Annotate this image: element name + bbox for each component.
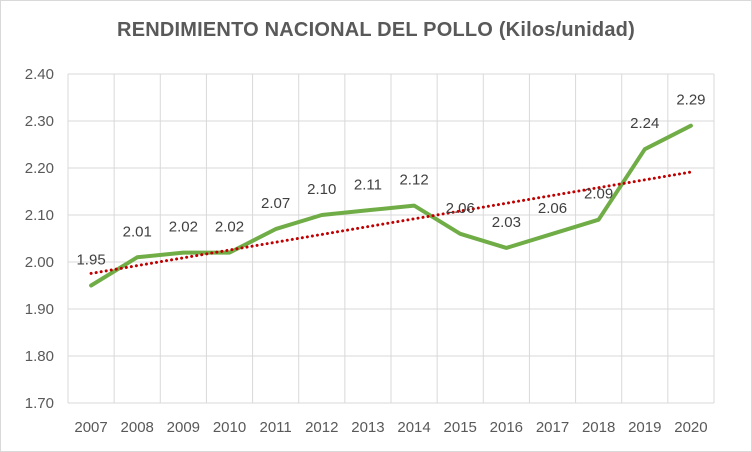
data-label: 2.12 [399, 172, 428, 189]
data-label: 2.01 [123, 223, 152, 240]
y-tick-label: 2.20 [25, 160, 54, 177]
x-tick-label: 2020 [674, 419, 707, 436]
series-line [89, 123, 693, 288]
data-label: 2.03 [492, 214, 521, 231]
y-tick-label: 1.70 [25, 395, 54, 412]
x-tick-label: 2012 [305, 419, 338, 436]
x-tick-label: 2016 [490, 419, 523, 436]
data-label: 2.29 [676, 92, 705, 109]
y-tick-label: 2.30 [25, 113, 54, 130]
data-label: 2.11 [354, 176, 382, 193]
y-tick-label: 2.10 [25, 207, 54, 224]
x-tick-label: 2007 [74, 419, 107, 436]
data-label: 2.02 [215, 219, 244, 236]
data-label: 2.06 [538, 200, 567, 217]
y-tick-label: 2.40 [25, 66, 54, 83]
x-tick-label: 2011 [260, 419, 292, 436]
y-tick-label: 2.00 [25, 254, 54, 271]
data-label: 2.07 [261, 195, 290, 212]
y-tick-label: 1.90 [25, 301, 54, 318]
x-tick-label: 2014 [397, 419, 430, 436]
x-tick-label: 2010 [213, 419, 246, 436]
data-label: 2.09 [584, 186, 613, 203]
data-label: 2.10 [307, 181, 336, 198]
data-label: 2.02 [169, 219, 198, 236]
chart-title: RENDIMIENTO NACIONAL DEL POLLO (Kilos/un… [117, 19, 635, 41]
x-tick-label: 2008 [121, 419, 154, 436]
x-tick-label: 2018 [582, 419, 615, 436]
trend-line [89, 170, 693, 275]
x-tick-label: 2009 [167, 419, 200, 436]
data-label: 2.24 [630, 115, 659, 132]
x-tick-label: 2015 [444, 419, 477, 436]
x-tick-label: 2019 [628, 419, 661, 436]
y-tick-label: 1.80 [25, 348, 54, 365]
data-label: 1.95 [76, 252, 105, 269]
x-tick-label: 2017 [536, 419, 569, 436]
x-tick-label: 2013 [351, 419, 384, 436]
data-label: 2.06 [446, 200, 475, 217]
